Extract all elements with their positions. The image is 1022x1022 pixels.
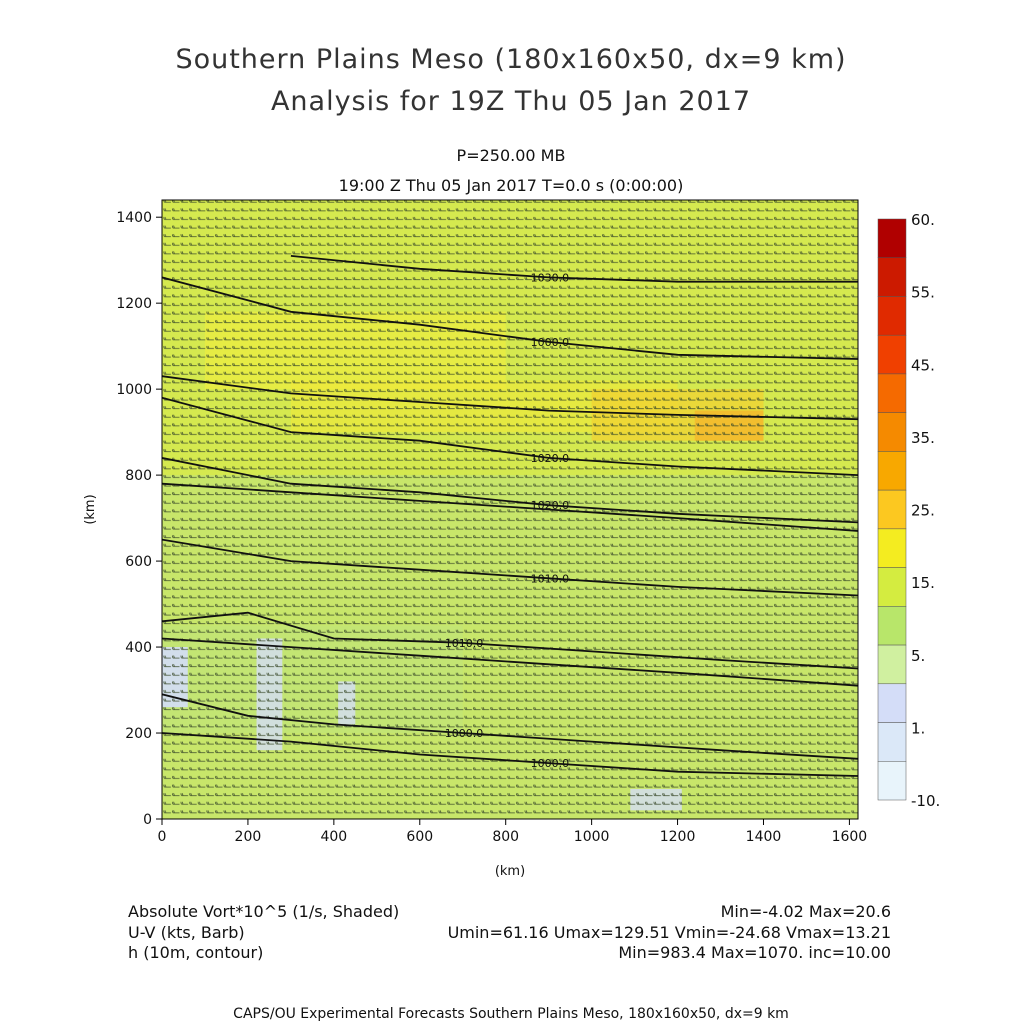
colorbar-label: 1. [911,719,925,737]
colorbar-swatch [877,296,907,336]
contour-label: 1000.0 [531,757,570,770]
y-tick-label: 600 [125,554,152,570]
y-tick-label: 400 [125,640,152,656]
contour-line [162,611,858,670]
colorbar-swatch [877,218,907,258]
contour-label: 1000.0 [445,727,484,740]
colorbar-swatch [877,528,907,568]
x-tick-label: 1000 [574,829,610,845]
x-tick-label: 600 [406,829,433,845]
contour-line [162,482,858,532]
contour-line [162,375,858,421]
x-tick-label: 0 [158,829,167,845]
colorbar-swatch [877,683,907,723]
colorbar-swatch [877,606,907,646]
contour-line [162,457,858,524]
colorbar-swatch [877,373,907,413]
colorbar: 60. 55. 45. 35. 25. 15. 5. 1. -10. [877,211,940,810]
x-tick-label: 200 [235,829,262,845]
chart-subtitle: Analysis for 19Z Thu 05 Jan 2017 [270,86,752,117]
contour-label: 1030.0 [531,271,570,284]
y-axis-label: (km) [83,494,98,524]
height-contours: 1030.01000.01020.01020.01010.01010.01000… [162,255,858,777]
contour-label: 1020.0 [531,452,570,465]
field2-name: U-V (kts, Barb) [128,923,245,942]
field1-name: Absolute Vort*10^5 (1/s, Shaded) [128,902,400,921]
valid-time: 19:00 Z Thu 05 Jan 2017 T=0.0 s (0:00:00… [338,176,684,195]
colorbar-swatch [877,722,907,762]
colorbar-swatch [877,489,907,530]
plot-border [161,199,859,820]
colorbar-label: 45. [911,356,935,374]
field1-stats: Min=-4.02 Max=20.6 [720,902,891,921]
contour-line [162,693,858,760]
x-tick-label: 800 [492,829,519,845]
contour-line [162,276,858,360]
y-tick-label: 1400 [116,210,152,226]
contour-line [162,637,858,687]
field2-stats: Umin=61.16 Umax=129.51 Vmin=-24.68 Vmax=… [447,923,891,942]
colorbar-label: 35. [911,429,935,447]
x-tick-label: 1400 [746,829,782,845]
x-tick-label: 1200 [660,829,696,845]
colorbar-swatch [877,451,907,491]
y-tick-label: 1000 [116,382,152,398]
barb-pattern [162,200,858,819]
contour-line [162,396,858,476]
colorbar-label: 55. [911,284,935,302]
contour-line [162,538,858,597]
field3-stats: Min=983.4 Max=1070. inc=10.00 [618,943,891,962]
y-tick-label: 200 [125,726,152,742]
colorbar-label: 60. [911,211,935,229]
contour-line [290,255,858,283]
x-tick-label: 400 [320,829,347,845]
contour-label: 1010.0 [445,637,484,650]
chart-title: Southern Plains Meso (180x160x50, dx=9 k… [175,44,847,75]
y-tick-label: 1200 [116,296,152,312]
plot-frame [161,199,859,820]
y-tick-label: 0 [143,812,152,828]
colorbar-swatch [877,412,907,452]
x-tick-label: 1600 [832,829,868,845]
colorbar-swatch [877,761,907,801]
field3-name: h (10m, contour) [128,943,264,962]
axes: 0 200 400 600 800 1000 1200 1400 1600 0 200 400 600 8… [83,210,867,879]
colorbar-label: 25. [911,502,935,520]
pressure-level: P=250.00 MB [456,146,566,165]
colorbar-label: 15. [911,574,935,592]
y-tick-label: 800 [125,468,152,484]
colorbar-swatch [877,644,907,685]
colorbar-label: 5. [911,647,925,665]
contour-line [162,732,858,777]
colorbar-swatch [877,334,907,375]
colorbar-label: -10. [911,792,940,810]
x-axis-label: (km) [495,864,525,879]
contour-label: 1000.0 [531,336,570,349]
colorbar-swatch [877,567,907,607]
footer-credit: CAPS/OU Experimental Forecasts Southern … [233,1006,789,1022]
chart-svg: 1030.01000.01020.01020.01010.01010.01000… [83,199,940,879]
wind-barbs [162,200,858,819]
colorbar-swatch [877,257,907,297]
contour-label: 1010.0 [531,572,570,585]
